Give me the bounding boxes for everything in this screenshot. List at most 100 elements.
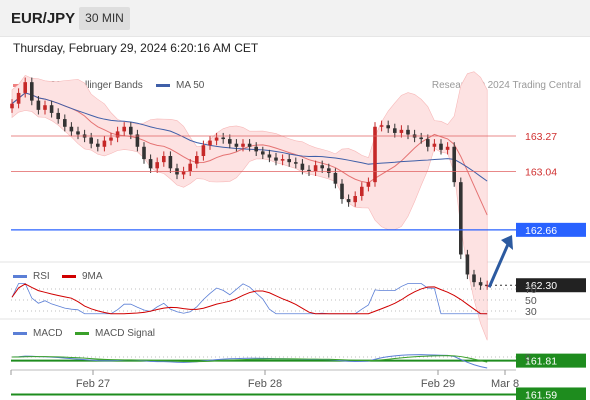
- candle-body: [333, 172, 338, 184]
- rsi-ma-line: [11, 283, 488, 315]
- candle-body: [307, 169, 311, 172]
- candle-body: [201, 145, 206, 157]
- candle-body: [188, 163, 192, 172]
- candle-body: [247, 143, 252, 147]
- legend-macd: MACD: [13, 328, 62, 339]
- candle-body: [69, 126, 74, 132]
- x-axis-label: Mar 8: [491, 378, 519, 390]
- candle-body: [261, 151, 265, 155]
- timeframe-button[interactable]: 30 MIN: [79, 7, 130, 30]
- candle-body: [168, 156, 173, 169]
- candle-body: [445, 146, 450, 150]
- candle-body: [379, 125, 384, 127]
- x-axis-label: Feb 28: [248, 378, 282, 390]
- candle-body: [155, 162, 159, 169]
- candle-body: [254, 146, 258, 152]
- rsi-level-label: 70: [525, 284, 537, 296]
- candle-body: [43, 105, 47, 110]
- candle-body: [459, 182, 463, 255]
- rsi-level-label: 30: [525, 306, 537, 318]
- candle-body: [162, 156, 166, 163]
- price-tag: [516, 222, 586, 237]
- credit-text: Research © 2024 Trading Central: [431, 80, 581, 91]
- price-label: 161.59: [525, 389, 557, 400]
- price-tag: [516, 278, 586, 293]
- candle-body: [393, 128, 397, 133]
- x-axis-label: Feb 29: [421, 378, 455, 390]
- candle-body: [241, 143, 245, 147]
- candle-body: [10, 103, 14, 109]
- candle-body: [452, 146, 456, 183]
- x-axis-label: Feb 27: [76, 378, 110, 390]
- legend-rsi: RSI: [13, 271, 50, 282]
- candle-body: [76, 131, 80, 135]
- candle-body: [142, 146, 146, 160]
- candle-body: [109, 137, 113, 141]
- candle-body: [135, 134, 140, 147]
- legend-rsi-ma: 9MA: [62, 271, 103, 282]
- price-label: 161.81: [525, 356, 557, 368]
- candle-body: [195, 156, 199, 164]
- candle-body: [122, 126, 126, 132]
- candle-body: [327, 168, 331, 173]
- symbol-title: EUR/JPY: [11, 10, 76, 27]
- candle-body: [465, 254, 470, 275]
- candle-body: [30, 82, 34, 101]
- candle-body: [228, 139, 232, 144]
- candle-body: [234, 143, 239, 147]
- candle-body: [56, 112, 60, 120]
- candle-body: [148, 159, 153, 169]
- candle-body: [320, 165, 324, 169]
- candle-body: [346, 199, 351, 203]
- candle-body: [63, 119, 67, 127]
- candle-body: [49, 105, 54, 113]
- candle-body: [386, 125, 390, 129]
- projection-arrow: [487, 241, 511, 288]
- candle-body: [432, 143, 437, 147]
- candle-body: [23, 82, 27, 93]
- candle-body: [214, 137, 219, 141]
- candle-body: [89, 137, 93, 144]
- chart-datetime: Thursday, February 29, 2024 6:20:16 AM C…: [13, 41, 259, 55]
- candle-body: [96, 143, 100, 147]
- candle-body: [16, 92, 21, 104]
- price-tag: [516, 387, 586, 400]
- price-label: 162.66: [525, 225, 557, 237]
- candle-body: [208, 140, 212, 146]
- chart-header: EUR/JPY 30 MIN: [0, 0, 590, 37]
- candle-body: [478, 282, 483, 286]
- candle-body: [181, 171, 186, 175]
- candle-body: [313, 165, 318, 172]
- legend-macd-signal: MACD Signal: [75, 328, 155, 339]
- candle-body: [340, 183, 344, 200]
- candle-body: [426, 139, 430, 147]
- candle-body: [115, 131, 120, 138]
- projection-arrowhead: [501, 235, 513, 250]
- candle-body: [129, 126, 133, 135]
- legend-ma50: MA 50: [156, 80, 204, 91]
- candle-body: [373, 126, 377, 183]
- macd-signal-line: [11, 355, 488, 363]
- price-tag: [516, 353, 586, 368]
- candle-body: [399, 129, 404, 133]
- candle-body: [419, 137, 423, 140]
- candle-body: [485, 285, 489, 287]
- candle-body: [360, 186, 364, 197]
- candle-body: [221, 137, 225, 140]
- rsi-line: [11, 283, 488, 315]
- candle-body: [406, 129, 410, 135]
- candle-body: [102, 140, 107, 147]
- candle-body: [472, 274, 476, 283]
- macd-line: [11, 354, 488, 369]
- candle-body: [300, 163, 305, 170]
- price-label: 162.30: [525, 280, 557, 292]
- price-label: 163.04: [525, 166, 557, 178]
- candle-body: [366, 182, 371, 187]
- candle-body: [274, 157, 278, 161]
- candle-body: [280, 159, 285, 161]
- candle-body: [267, 154, 272, 158]
- candle-body: [439, 143, 443, 150]
- candle-body: [36, 100, 41, 110]
- candle-body: [353, 196, 357, 203]
